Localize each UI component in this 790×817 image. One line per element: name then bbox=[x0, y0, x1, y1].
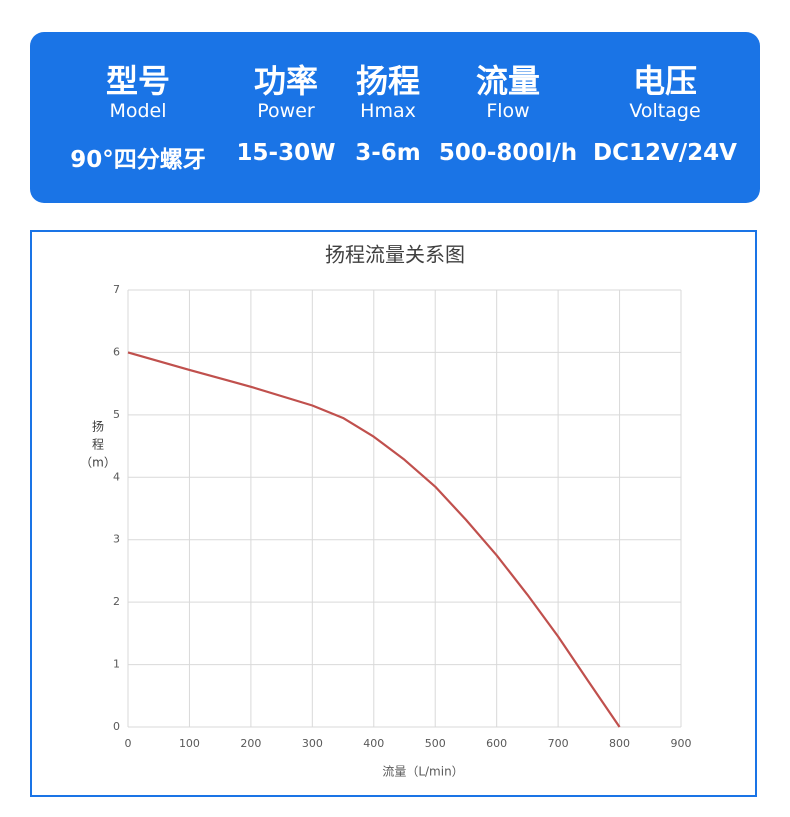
x-axis-label: 流量（L/min） bbox=[382, 765, 463, 779]
spec-title: 电压 bbox=[632, 62, 697, 100]
y-axis-label: 程 bbox=[92, 437, 104, 452]
spec-value: 90°四分螺牙 bbox=[70, 147, 206, 173]
spec-subtitle: Flow bbox=[486, 100, 530, 122]
x-tick-label: 100 bbox=[179, 737, 200, 750]
spec-subtitle: Voltage bbox=[629, 100, 701, 122]
x-tick-label: 600 bbox=[486, 737, 507, 750]
x-tick-label: 400 bbox=[363, 737, 384, 750]
spec-value: 15-30W bbox=[236, 140, 336, 166]
spec-banner: 型号 Model 90°四分螺牙 功率 Power 15-30W 扬程 Hmax 3-6m 流量 F… bbox=[30, 32, 760, 203]
x-tick-label: 700 bbox=[548, 737, 569, 750]
spec-subtitle: Hmax bbox=[360, 100, 416, 122]
spec-value: DC12V/24V bbox=[593, 140, 737, 166]
spec-subtitle: Power bbox=[257, 100, 315, 122]
y-tick-label: 7 bbox=[113, 283, 120, 296]
y-tick-label: 0 bbox=[113, 720, 120, 733]
x-tick-label: 300 bbox=[302, 737, 323, 750]
spec-value: 500-800l/h bbox=[438, 140, 578, 166]
y-tick-label: 1 bbox=[113, 658, 120, 671]
spec-title: 流量 bbox=[475, 62, 540, 100]
x-tick-label: 500 bbox=[425, 737, 446, 750]
y-tick-label: 3 bbox=[113, 533, 120, 546]
x-tick-label: 900 bbox=[671, 737, 692, 750]
spec-title: 扬程 bbox=[355, 62, 420, 100]
y-tick-label: 4 bbox=[113, 470, 120, 483]
y-tick-label: 6 bbox=[113, 345, 120, 358]
chart-title: 扬程流量关系图 bbox=[325, 243, 465, 267]
data-line bbox=[127, 351, 621, 728]
chart-frame bbox=[30, 230, 757, 797]
y-axis-label: （m） bbox=[80, 456, 116, 470]
spec-subtitle: Model bbox=[109, 100, 167, 122]
x-tick-label: 200 bbox=[240, 737, 261, 750]
y-axis-label: 扬 bbox=[92, 419, 104, 434]
y-tick-label: 2 bbox=[113, 595, 120, 608]
x-tick-label: 800 bbox=[609, 737, 630, 750]
y-tick-label: 5 bbox=[113, 408, 120, 421]
spec-title: 型号 bbox=[105, 62, 170, 100]
x-tick-label: 0 bbox=[125, 737, 132, 750]
spec-value: 3-6m bbox=[355, 140, 421, 166]
spec-title: 功率 bbox=[253, 62, 318, 100]
